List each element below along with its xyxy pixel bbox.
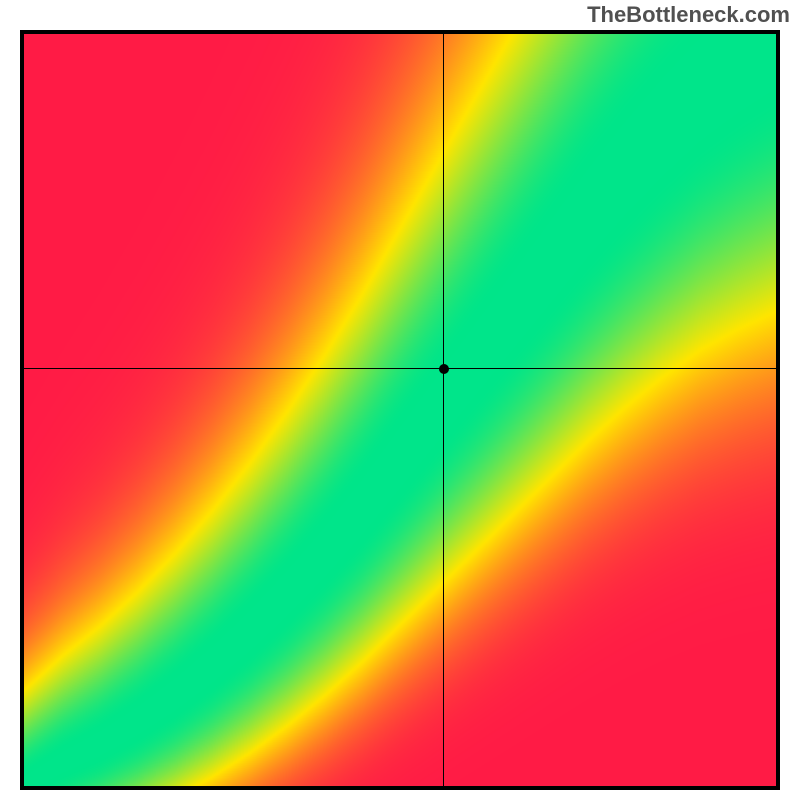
watermark-text: TheBottleneck.com — [587, 2, 790, 28]
heatmap-canvas — [24, 34, 776, 786]
chart-frame — [20, 30, 780, 790]
marker-point — [439, 364, 449, 374]
crosshair-horizontal — [24, 368, 776, 369]
chart-container: TheBottleneck.com — [0, 0, 800, 800]
crosshair-vertical — [443, 34, 444, 786]
